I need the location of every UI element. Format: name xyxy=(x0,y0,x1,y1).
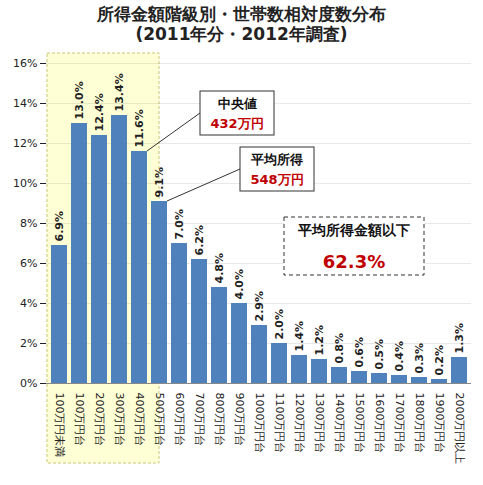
svg-text:14%: 14% xyxy=(13,97,37,110)
svg-text:0.6%: 0.6% xyxy=(353,337,366,368)
svg-text:0.3%: 0.3% xyxy=(413,343,426,374)
svg-text:平均所得: 平均所得 xyxy=(250,152,303,167)
svg-text:2.9%: 2.9% xyxy=(253,291,266,322)
svg-text:2.0%: 2.0% xyxy=(273,309,286,340)
svg-text:1500万円台: 1500万円台 xyxy=(353,392,366,453)
html-text:(2011年分・2012年調査): (2011年分・2012年調査) xyxy=(135,24,348,45)
svg-text:1400万円台: 1400万円台 xyxy=(333,392,346,453)
svg-text:6%: 6% xyxy=(20,257,37,270)
svg-text:8%: 8% xyxy=(20,217,37,230)
svg-text:11.6%: 11.6% xyxy=(133,109,146,147)
svg-text:1900万円台: 1900万円台 xyxy=(433,392,446,453)
svg-text:1.3%: 1.3% xyxy=(453,323,466,354)
svg-text:4.0%: 4.0% xyxy=(233,269,246,300)
svg-text:12%: 12% xyxy=(13,137,37,150)
svg-text:平均所得金額以下: 平均所得金額以下 xyxy=(297,222,410,238)
svg-text:10%: 10% xyxy=(13,177,37,190)
svg-text:12.4%: 12.4% xyxy=(93,93,106,131)
svg-text:432万円: 432万円 xyxy=(210,116,263,131)
svg-text:1.4%: 1.4% xyxy=(293,321,306,352)
svg-text:13.0%: 13.0% xyxy=(73,81,86,119)
svg-text:2%: 2% xyxy=(20,337,37,350)
svg-text:0.2%: 0.2% xyxy=(433,345,446,376)
svg-text:7.0%: 7.0% xyxy=(173,209,186,240)
svg-text:500万円台: 500万円台 xyxy=(153,392,166,446)
svg-text:200万円台: 200万円台 xyxy=(93,392,106,446)
svg-text:中央値: 中央値 xyxy=(218,96,257,111)
svg-text:600万円台: 600万円台 xyxy=(173,392,186,446)
svg-text:800万円台: 800万円台 xyxy=(213,392,226,446)
svg-text:1000万円台: 1000万円台 xyxy=(253,392,266,453)
svg-text:0.5%: 0.5% xyxy=(373,339,386,370)
svg-text:4.8%: 4.8% xyxy=(213,253,226,284)
svg-text:0%: 0% xyxy=(20,377,37,390)
svg-text:1600万円台: 1600万円台 xyxy=(373,392,386,453)
svg-text:700万円台: 700万円台 xyxy=(193,392,206,446)
svg-text:1100万円台: 1100万円台 xyxy=(273,392,286,453)
svg-text:16%: 16% xyxy=(13,57,37,70)
svg-text:1200万円台: 1200万円台 xyxy=(293,392,306,453)
svg-text:13.4%: 13.4% xyxy=(113,73,126,111)
svg-text:9.1%: 9.1% xyxy=(153,167,166,198)
html-text:所得金額階級別・世帯数相対度数分布: 所得金額階級別・世帯数相対度数分布 xyxy=(97,4,386,24)
svg-text:900万円台: 900万円台 xyxy=(233,392,246,446)
svg-text:1700万円台: 1700万円台 xyxy=(393,392,406,453)
svg-text:300万円台: 300万円台 xyxy=(113,392,126,446)
svg-text:4%: 4% xyxy=(20,297,37,310)
svg-text:1300万円台: 1300万円台 xyxy=(313,392,326,453)
svg-text:62.3%: 62.3% xyxy=(323,251,385,272)
svg-text:6.2%: 6.2% xyxy=(193,225,206,256)
svg-text:548万円: 548万円 xyxy=(250,172,303,187)
svg-text:100万円台: 100万円台 xyxy=(73,392,86,446)
svg-text:400万円台: 400万円台 xyxy=(133,392,146,446)
svg-text:0.8%: 0.8% xyxy=(333,333,346,364)
svg-text:2000万円以上: 2000万円以上 xyxy=(453,392,466,464)
svg-text:1800万円台: 1800万円台 xyxy=(413,392,426,453)
svg-text:100万円未満: 100万円未満 xyxy=(53,392,66,457)
svg-text:1.2%: 1.2% xyxy=(313,325,326,356)
svg-text:0.4%: 0.4% xyxy=(393,341,406,372)
svg-text:6.9%: 6.9% xyxy=(53,211,66,242)
